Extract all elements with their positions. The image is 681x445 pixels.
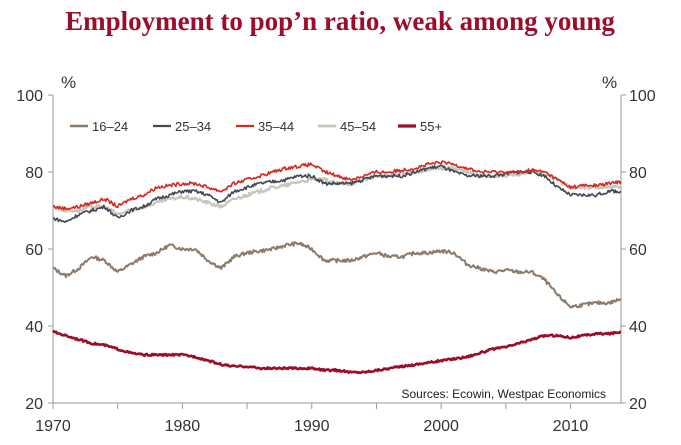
y-tick-label-right: 100 xyxy=(629,88,656,105)
x-tick-label: 1970 xyxy=(35,418,71,435)
y-tick-label-left: 40 xyxy=(25,319,43,336)
legend-label-4: 45–54 xyxy=(340,119,376,134)
x-tick-label: 2000 xyxy=(423,418,459,435)
legend-label-5: 55+ xyxy=(420,119,442,134)
x-tick-label: 2010 xyxy=(553,418,589,435)
legend: 16–24 25–34 35–44 45–54 55+ xyxy=(70,119,442,134)
series-line-5 xyxy=(53,331,621,373)
legend-label-1: 16–24 xyxy=(92,119,128,134)
series-line-2 xyxy=(53,165,621,222)
y-tick-label-left: 100 xyxy=(16,88,43,105)
y-tick-label-left: 80 xyxy=(25,165,43,182)
legend-label-2: 25–34 xyxy=(175,119,211,134)
y-tick-label-left: 60 xyxy=(25,242,43,259)
chart-title: Employment to pop’n ratio, weak among yo… xyxy=(65,6,615,36)
y-tick-label-left: 20 xyxy=(25,396,43,413)
y-tick-label-right: 60 xyxy=(629,242,647,259)
series-line-3 xyxy=(53,161,621,210)
legend-label-3: 35–44 xyxy=(258,119,294,134)
y-tick-label-right: 80 xyxy=(629,165,647,182)
x-tick-label: 1980 xyxy=(165,418,201,435)
series-line-1 xyxy=(53,242,621,307)
y-axis-unit-left: % xyxy=(61,73,76,92)
employment-chart: Employment to pop’n ratio, weak among yo… xyxy=(0,0,681,445)
y-tick-label-right: 40 xyxy=(629,319,647,336)
series-layer xyxy=(53,161,621,373)
x-tick-label: 1990 xyxy=(294,418,330,435)
y-axis-unit-right: % xyxy=(602,73,617,92)
source-note: Sources: Ecowin, Westpac Economics xyxy=(401,387,606,401)
y-tick-label-right: 20 xyxy=(629,396,647,413)
